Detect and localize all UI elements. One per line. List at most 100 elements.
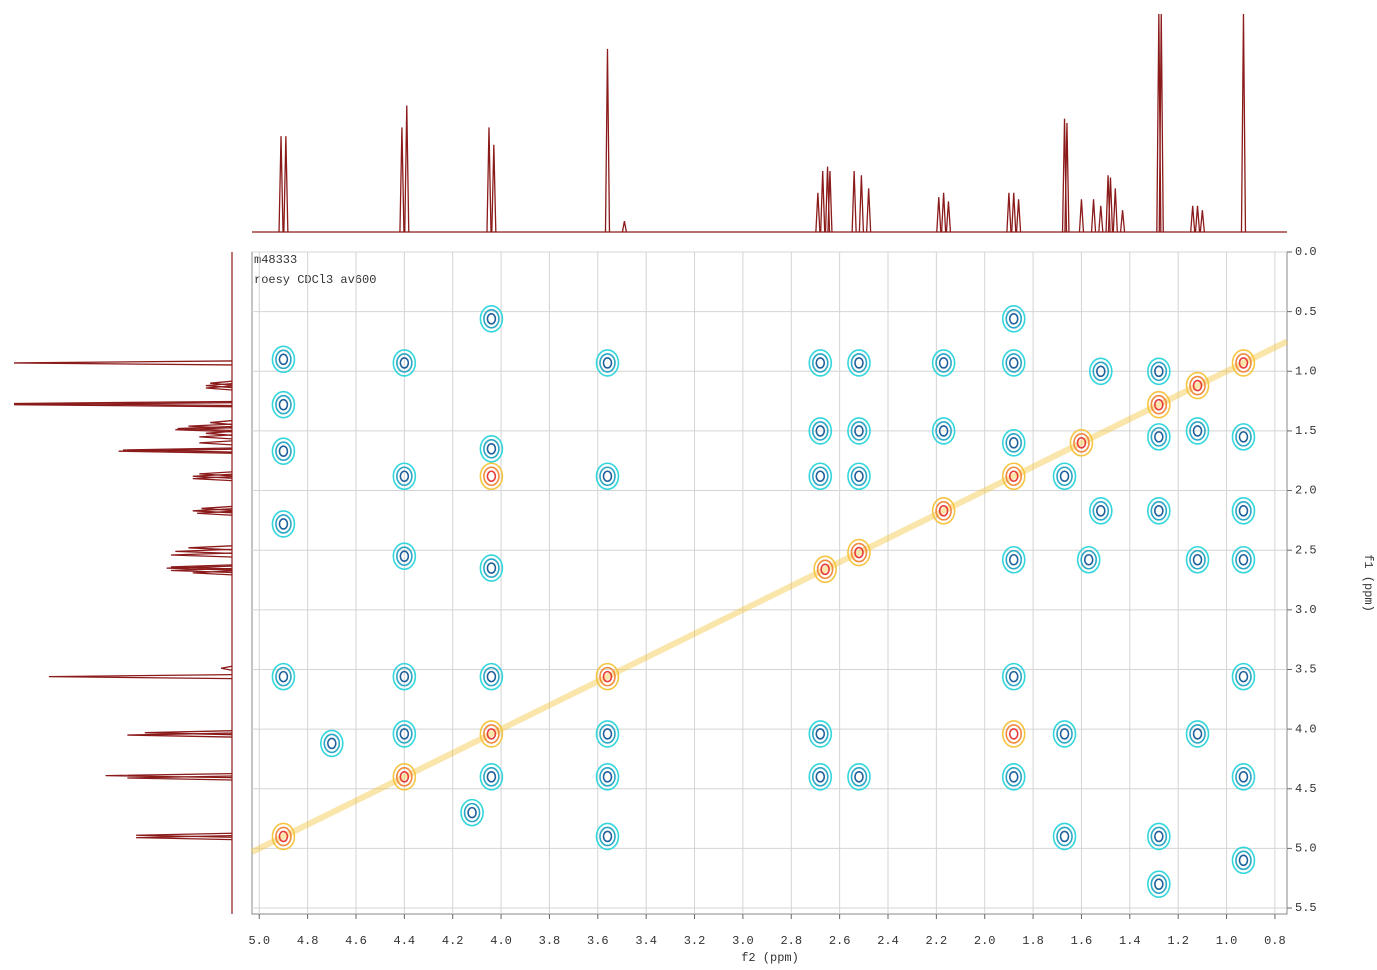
contour-ring: [815, 425, 826, 437]
cross-peak: [1052, 822, 1077, 851]
contour-ring: [938, 505, 949, 517]
cross-peak: [595, 822, 620, 851]
top-projection-peak: [1015, 199, 1022, 233]
contour-ring: [483, 308, 500, 329]
left-projection-peak: [188, 545, 233, 551]
contour-ring: [854, 470, 864, 483]
contour-ring: [1154, 878, 1164, 890]
contour-ring: [1083, 553, 1094, 566]
contour-ring: [479, 554, 504, 582]
contour-ring: [399, 470, 410, 483]
left-projection-peak: [122, 447, 233, 453]
contour-ring: [483, 558, 500, 578]
contour-ring: [278, 670, 289, 683]
contour-ring: [599, 353, 616, 373]
contour-ring: [392, 662, 417, 691]
contour-ring: [1235, 850, 1252, 871]
cross-peak: [1001, 462, 1026, 491]
cross-peak: [1076, 545, 1101, 574]
cross-peak: [1052, 462, 1077, 491]
contour-ring: [396, 767, 413, 787]
contour-ring: [1238, 357, 1249, 369]
x-tick-label: 1.8: [1022, 934, 1044, 948]
contour-ring: [1235, 549, 1252, 570]
cross-peak: [847, 462, 871, 491]
contour-ring: [599, 666, 616, 687]
contour-ring: [1238, 553, 1249, 566]
cross-peak: [1231, 846, 1256, 875]
contour-ring: [1185, 720, 1210, 748]
contour-ring: [271, 662, 296, 691]
contour-ring: [599, 724, 616, 744]
x-axis-label: f2 (ppm): [741, 951, 799, 965]
contour-ring: [1001, 462, 1026, 491]
x-tick-label: 1.4: [1119, 934, 1141, 948]
cross-peak: [392, 349, 417, 377]
x-tick-label: 3.0: [732, 934, 754, 948]
contour-ring: [599, 466, 616, 487]
top-projection-peak: [491, 144, 497, 233]
contour-ring: [278, 830, 289, 843]
cross-peak: [1001, 545, 1026, 574]
contour-ring: [1052, 822, 1077, 851]
left-projection-peak: [136, 832, 233, 838]
cross-peak: [595, 720, 620, 748]
contour-ring: [850, 421, 868, 441]
contour-ring: [602, 830, 613, 843]
contour-ring: [486, 728, 497, 740]
contour-ring: [815, 357, 826, 369]
contour-ring: [275, 394, 292, 415]
contour-ring: [486, 562, 497, 574]
contour-ring: [1189, 421, 1206, 441]
contour-ring: [854, 357, 864, 369]
contour-ring: [1235, 767, 1252, 787]
contour-ring: [483, 466, 500, 487]
contour-ring: [320, 729, 344, 758]
cross-peak: [1147, 822, 1171, 851]
contour-ring: [1235, 501, 1252, 521]
y-tick-label: 0.5: [1295, 305, 1317, 319]
contour-ring: [1005, 549, 1023, 570]
x-tick-label: 4.4: [394, 934, 416, 948]
contour-ring: [811, 353, 829, 373]
x-tick-label: 4.6: [345, 934, 367, 948]
cross-peak: [271, 345, 296, 374]
plot-frame: [251, 251, 1288, 915]
contour-ring: [483, 439, 500, 459]
x-tick-label: 2.4: [877, 934, 899, 948]
y-tick-label: 4.5: [1295, 782, 1317, 796]
contour-ring: [808, 720, 833, 748]
contour-ring: [847, 538, 871, 567]
cross-peak: [392, 662, 417, 691]
contour-ring: [396, 546, 413, 566]
grid: [252, 251, 1287, 914]
contour-ring: [1052, 462, 1077, 491]
cross-peak: [392, 542, 417, 570]
contour-ring: [1069, 429, 1094, 457]
contour-ring: [275, 666, 292, 687]
contour-ring: [486, 312, 497, 325]
left-projection-peak: [13, 360, 233, 366]
cross-peak: [1185, 371, 1210, 400]
left-projection-peak: [48, 673, 233, 680]
contour-ring: [479, 662, 504, 691]
cross-peak: [1231, 662, 1256, 691]
contour-ring: [1092, 501, 1110, 521]
contour-ring: [1150, 874, 1168, 894]
contour-ring: [1147, 390, 1171, 419]
contour-ring: [1231, 349, 1256, 377]
top-projection-peak: [486, 127, 492, 233]
contour-ring: [1238, 771, 1249, 783]
y-tick-label: 4.0: [1295, 722, 1317, 736]
contour-ring: [1008, 470, 1019, 483]
cross-peak: [808, 349, 833, 377]
contour-ring: [854, 546, 864, 559]
contour-ring: [1005, 466, 1023, 487]
contour-ring: [1147, 497, 1171, 525]
contour-ring: [850, 767, 868, 787]
cross-peak: [271, 390, 296, 419]
cross-peak: [1001, 349, 1026, 377]
cross-peak: [931, 497, 956, 525]
contour-ring: [1001, 662, 1026, 691]
cross-peak: [1001, 662, 1026, 691]
